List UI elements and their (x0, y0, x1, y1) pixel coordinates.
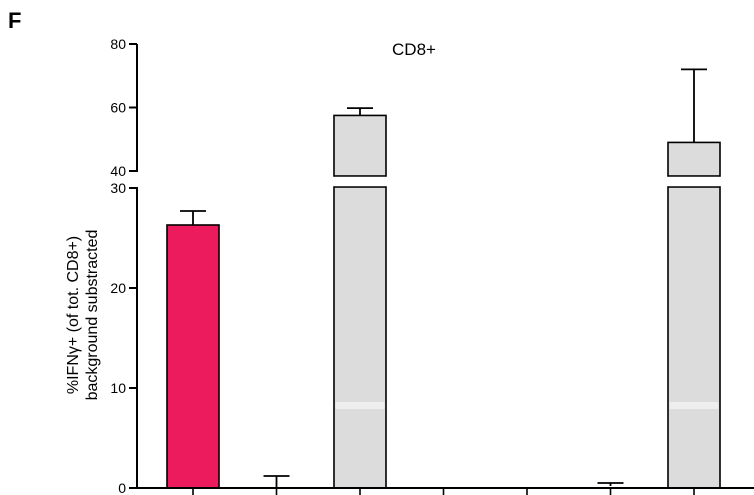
bar (166, 224, 220, 489)
bar-break-gap (334, 176, 386, 187)
y-axis-label-line-1: %IFNγ+ (of tot. CD8+) (65, 236, 82, 394)
bar-highlight (669, 402, 719, 409)
bar-highlight (335, 402, 385, 409)
bar-lower-segment (667, 186, 721, 489)
chart-title: CD8+ (392, 40, 436, 59)
y-axis-label-line-2: background substracted (84, 230, 101, 401)
y-tick-label: 10 (110, 380, 126, 396)
y-tick-label: 40 (110, 163, 126, 179)
error-bars-group (180, 68, 707, 488)
y-tick-label: 60 (110, 100, 126, 116)
bar-lower-segment (333, 186, 387, 489)
y-tick-label: 0 (118, 480, 126, 495)
y-axis-label: %IFNγ+ (of tot. CD8+) background substra… (65, 230, 101, 401)
y-tick-label: 30 (110, 180, 126, 196)
y-tick-label: 80 (110, 36, 126, 52)
bar-upper-segment (333, 114, 387, 177)
panel-letter: F (8, 8, 21, 33)
bar-break-gap (668, 176, 720, 187)
y-tick-label: 20 (110, 280, 126, 296)
bars-group (166, 114, 721, 489)
bar-upper-segment (667, 141, 721, 177)
